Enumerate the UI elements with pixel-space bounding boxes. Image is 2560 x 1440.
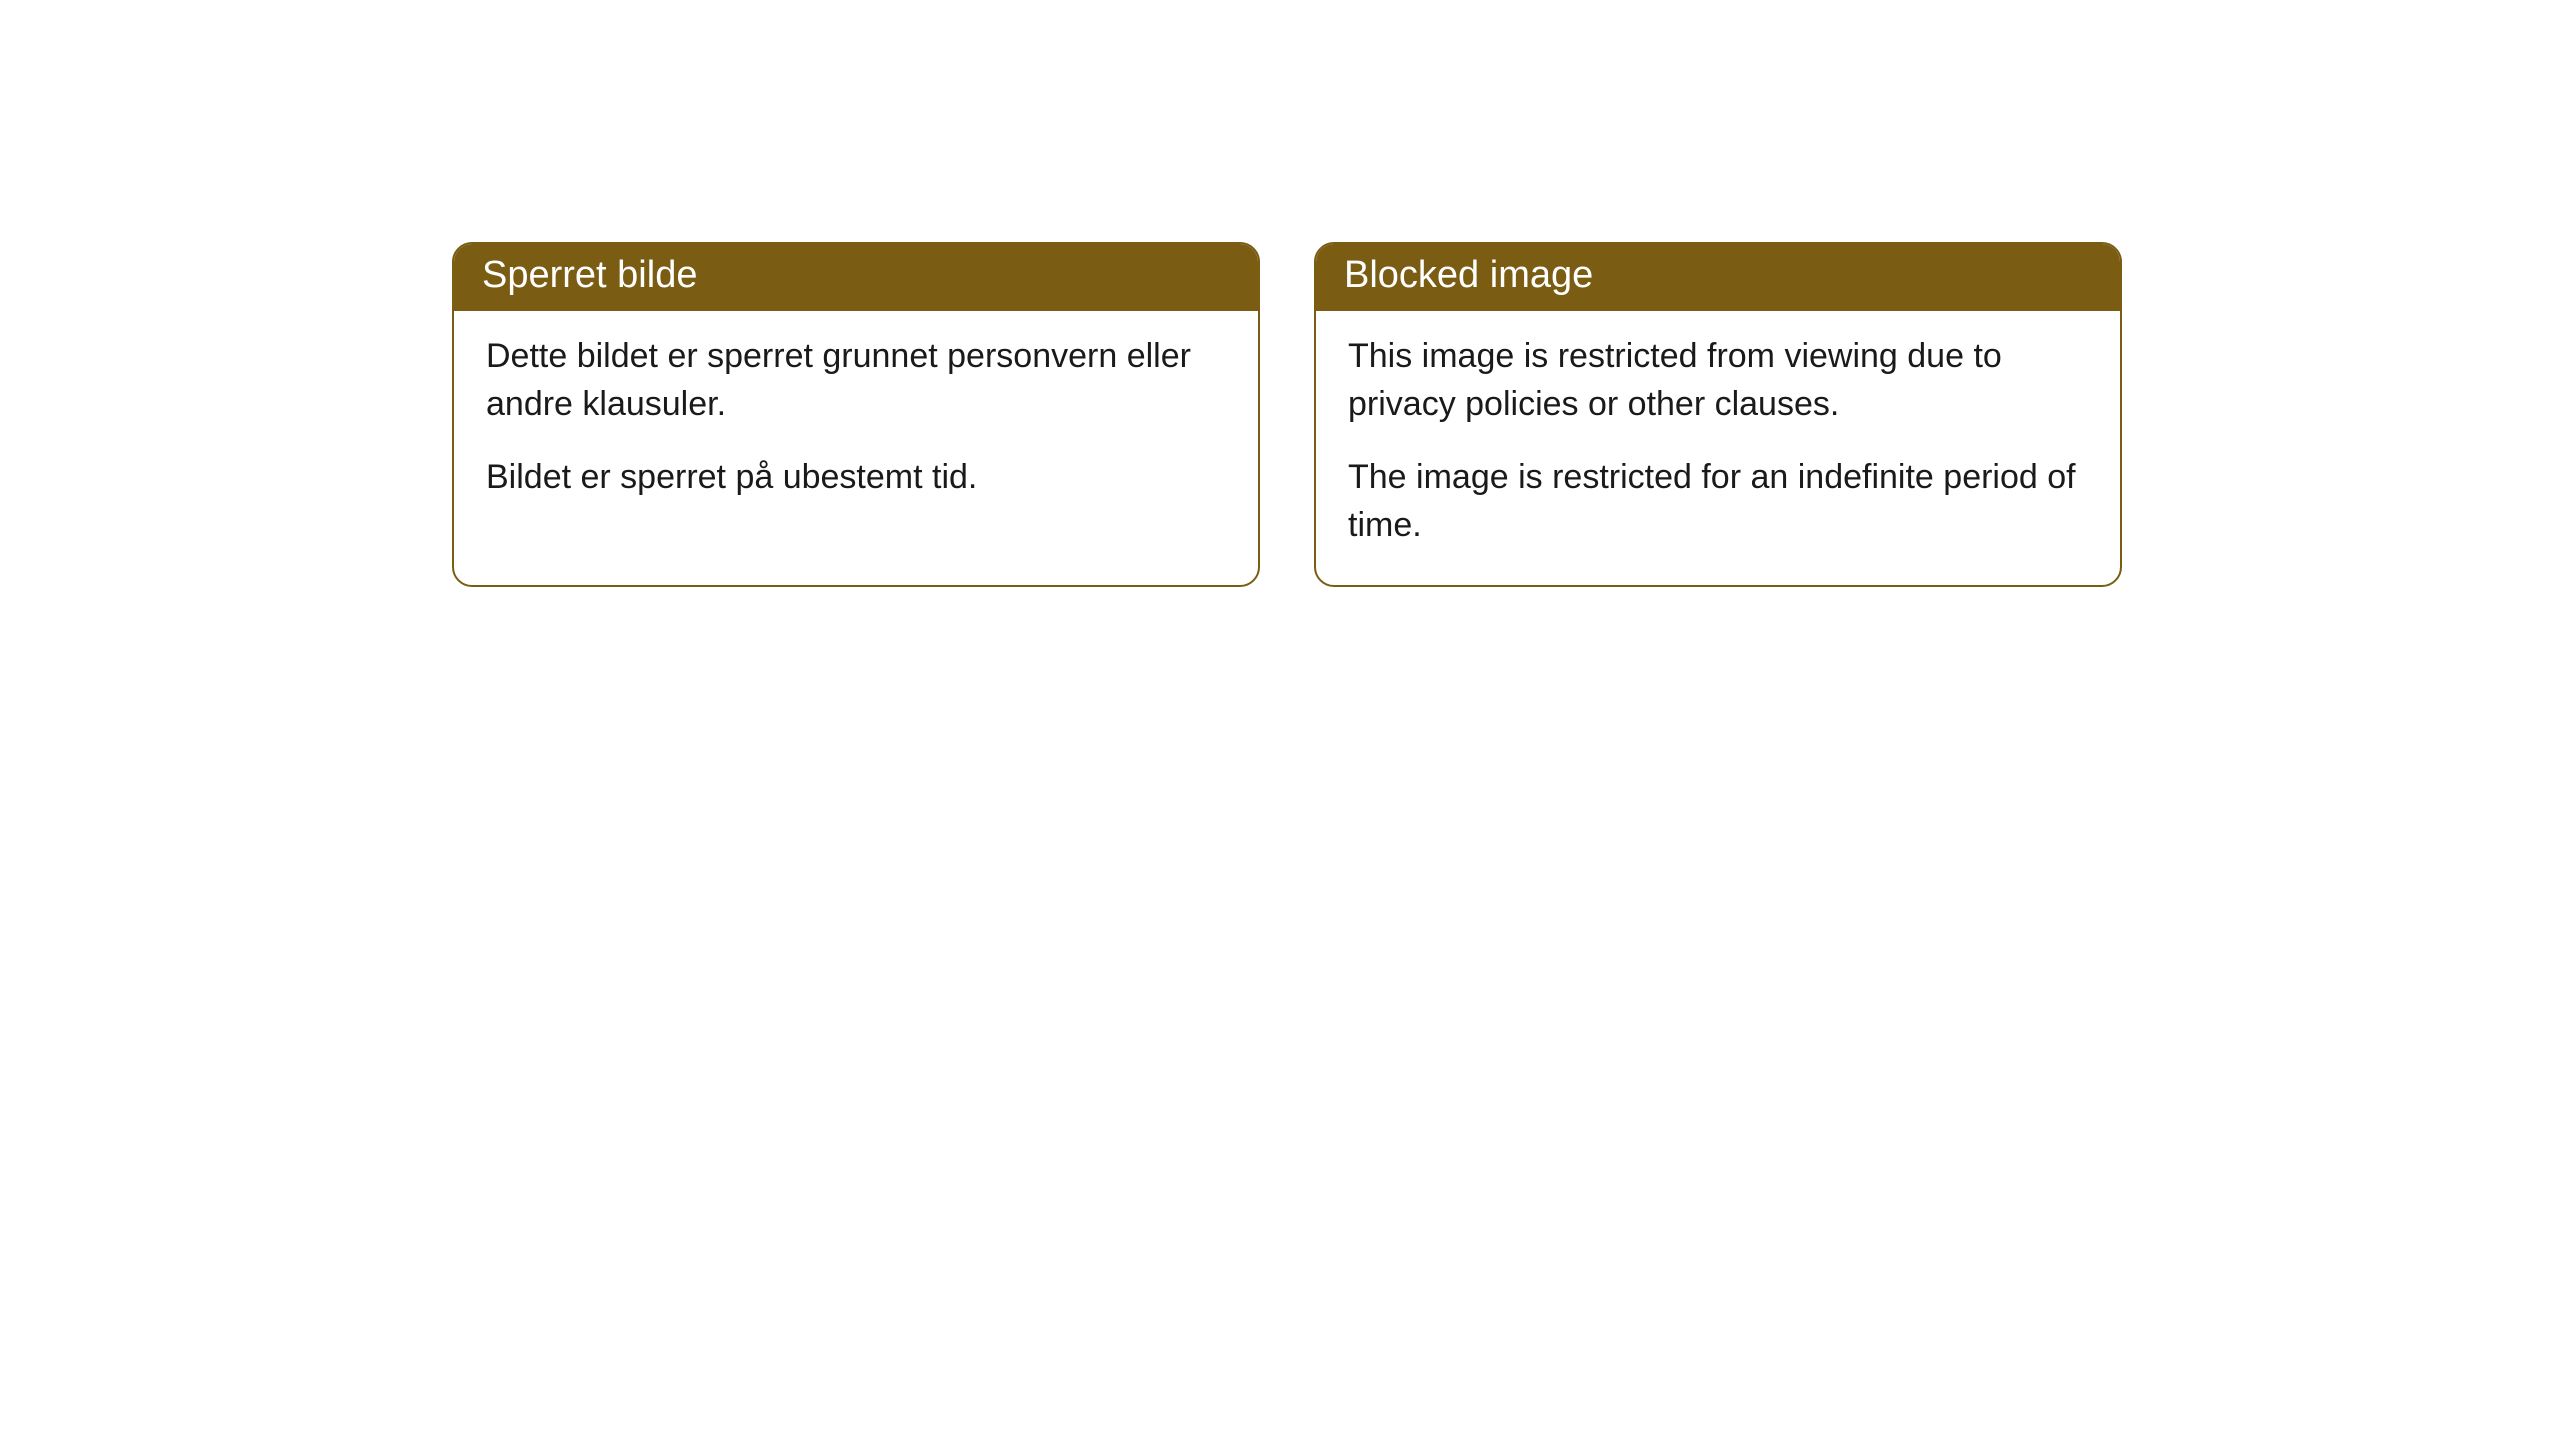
blocked-image-card-english: Blocked image This image is restricted f… (1314, 242, 2122, 587)
blocked-image-card-norwegian: Sperret bilde Dette bildet er sperret gr… (452, 242, 1260, 587)
card-paragraph: Bildet er sperret på ubestemt tid. (486, 454, 1226, 502)
card-paragraph: Dette bildet er sperret grunnet personve… (486, 333, 1226, 428)
card-header: Blocked image (1316, 244, 2120, 311)
card-paragraph: The image is restricted for an indefinit… (1348, 454, 2088, 549)
notice-cards-container: Sperret bilde Dette bildet er sperret gr… (0, 0, 2560, 587)
card-body: This image is restricted from viewing du… (1316, 311, 2120, 585)
card-paragraph: This image is restricted from viewing du… (1348, 333, 2088, 428)
card-header: Sperret bilde (454, 244, 1258, 311)
card-body: Dette bildet er sperret grunnet personve… (454, 311, 1258, 538)
